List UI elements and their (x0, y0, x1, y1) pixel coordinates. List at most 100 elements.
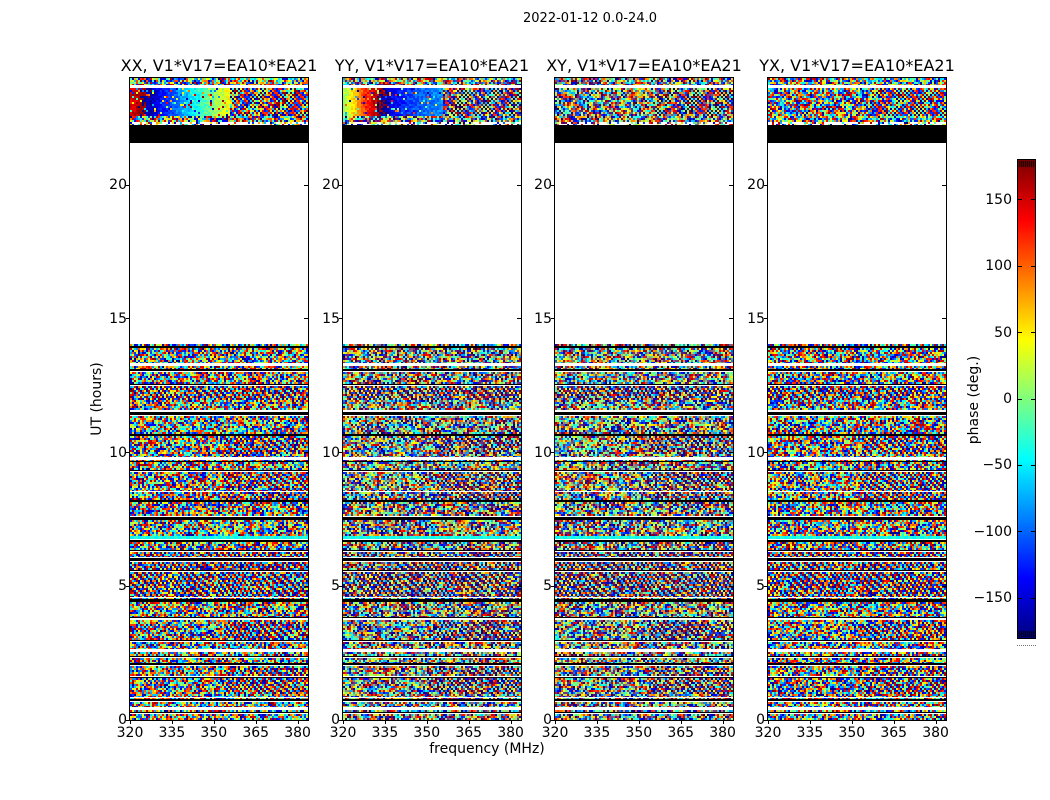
colorbar-tick-label: 100 (985, 258, 1012, 275)
y-tick-label: 0 (118, 712, 127, 728)
y-tick-label: 20 (747, 177, 765, 193)
y-tick-label: 0 (756, 712, 765, 728)
y-tick-mark-right (304, 318, 308, 320)
x-tick-label: 320 (754, 725, 782, 741)
heatmap-panel-yx (767, 77, 947, 721)
x-tick-label: 365 (880, 725, 908, 741)
colorbar-tick-label: 50 (994, 324, 1012, 341)
y-tick-mark (126, 585, 130, 587)
x-tick-mark (935, 720, 937, 724)
y-tick-label: 15 (109, 310, 127, 327)
x-tick-mark (851, 720, 853, 724)
y-tick-mark-right (942, 184, 946, 186)
colorbar-tick-label: −100 (973, 523, 1012, 540)
y-tick-mark (551, 719, 555, 721)
x-tick-label: 320 (329, 725, 357, 741)
x-tick-mark (893, 720, 895, 724)
x-tick-label: 350 (838, 725, 866, 741)
y-tick-mark (126, 318, 130, 320)
x-tick-label: 380 (922, 725, 949, 741)
y-tick-label: 5 (756, 578, 765, 595)
colorbar-tick-label: −50 (982, 457, 1012, 474)
subplot-title-xx: XX, V1*V17=EA10*EA21 (120, 56, 318, 75)
heatmap-canvas-yy (343, 78, 521, 720)
colorbar-canvas (1018, 160, 1035, 638)
x-tick-mark (638, 720, 640, 724)
subplot-title-yy: YY, V1*V17=EA10*EA21 (334, 56, 530, 75)
x-tick-mark (680, 720, 682, 724)
x-tick-mark (384, 720, 386, 724)
y-tick-label: 10 (109, 444, 127, 461)
y-tick-mark (551, 452, 555, 453)
x-tick-mark (809, 720, 811, 724)
colorbar-tick-mark (1018, 464, 1022, 466)
y-tick-mark-right (517, 719, 521, 721)
colorbar-tick-mark-right (1031, 464, 1035, 466)
y-tick-mark-right (517, 184, 521, 186)
y-tick-mark (339, 318, 343, 320)
y-tick-label: 15 (534, 310, 552, 327)
y-tick-mark (551, 585, 555, 587)
colorbar-tick-label: 150 (985, 191, 1012, 208)
y-tick-mark (764, 318, 768, 320)
x-tick-mark (768, 720, 769, 724)
y-tick-mark-right (517, 585, 521, 587)
y-tick-label: 5 (118, 578, 127, 595)
x-tick-label: 320 (116, 725, 144, 741)
x-tick-label: 350 (200, 725, 228, 741)
y-tick-mark (126, 452, 130, 453)
y-tick-mark (764, 719, 768, 721)
x-tick-mark (722, 720, 724, 724)
y-tick-mark (551, 184, 555, 186)
y-tick-mark-right (517, 452, 521, 453)
y-tick-label: 10 (534, 444, 552, 461)
y-tick-label: 10 (747, 444, 765, 461)
x-tick-mark (171, 720, 173, 724)
colorbar-tick-mark-right (1031, 332, 1035, 334)
y-tick-mark-right (304, 184, 308, 186)
y-tick-mark-right (304, 585, 308, 587)
y-tick-label: 20 (322, 177, 340, 193)
y-tick-mark (339, 719, 343, 721)
x-tick-label: 335 (158, 725, 186, 741)
colorbar-tick-mark (1018, 531, 1022, 533)
y-tick-mark (764, 585, 768, 587)
x-tick-mark (596, 720, 598, 724)
colorbar-tick-label: 0 (1003, 391, 1012, 407)
y-tick-mark (339, 452, 343, 453)
x-tick-mark (426, 720, 428, 724)
heatmap-panel-xx (129, 77, 309, 721)
x-tick-mark (130, 720, 131, 724)
heatmap-canvas-xx (130, 78, 308, 720)
x-tick-mark (213, 720, 215, 724)
y-tick-mark-right (729, 184, 733, 186)
y-tick-mark-right (517, 318, 521, 320)
y-tick-mark-right (942, 318, 946, 320)
y-tick-mark (764, 184, 768, 186)
x-tick-label: 380 (709, 725, 736, 741)
colorbar-tick-mark-right (1031, 597, 1035, 599)
x-tick-mark (297, 720, 299, 724)
heatmap-canvas-xy (555, 78, 733, 720)
colorbar-tick-mark-right (1031, 265, 1035, 267)
x-tick-label: 365 (667, 725, 695, 741)
x-tick-mark (555, 720, 556, 724)
y-tick-label: 15 (747, 310, 765, 327)
y-tick-label: 15 (322, 310, 340, 327)
colorbar-tick-mark-right (1031, 199, 1035, 201)
y-tick-label: 0 (331, 712, 340, 728)
y-tick-mark (551, 318, 555, 320)
colorbar-tick-mark (1018, 597, 1022, 599)
subplot-title-xy: XY, V1*V17=EA10*EA21 (546, 56, 742, 75)
y-tick-label: 5 (331, 578, 340, 595)
y-tick-label: 20 (109, 177, 127, 193)
y-tick-mark-right (942, 719, 946, 721)
y-tick-label: 5 (543, 578, 552, 595)
y-tick-mark (764, 452, 768, 453)
y-tick-mark-right (729, 452, 733, 453)
x-tick-label: 380 (497, 725, 524, 741)
y-tick-mark (126, 184, 130, 186)
x-tick-label: 335 (371, 725, 399, 741)
y-tick-mark-right (304, 452, 308, 453)
